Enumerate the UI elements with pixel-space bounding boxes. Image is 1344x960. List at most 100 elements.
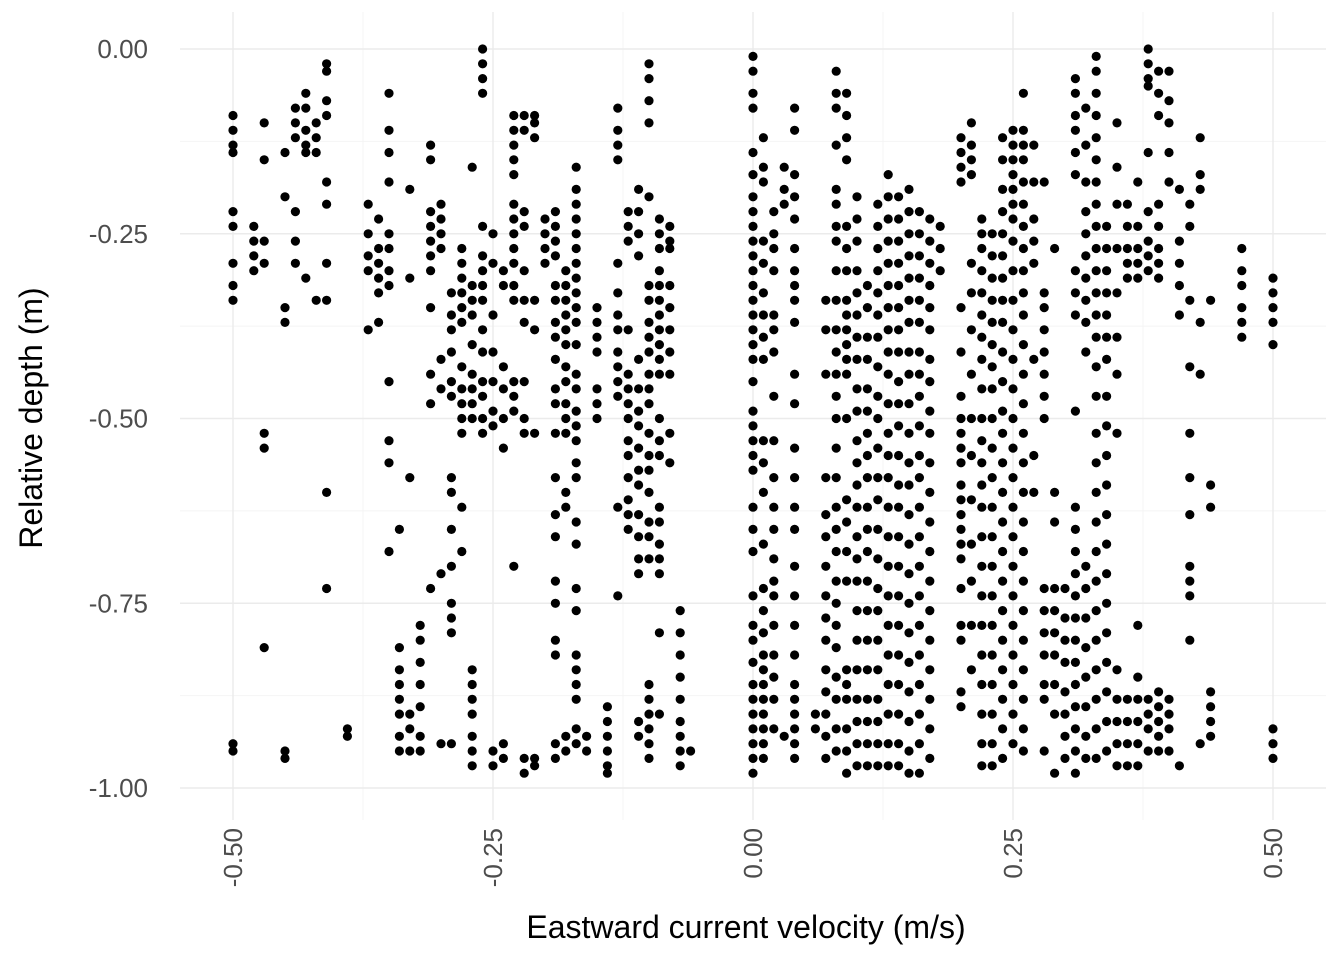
data-point xyxy=(883,561,893,571)
data-point xyxy=(478,428,488,438)
data-point xyxy=(1102,509,1112,520)
data-point xyxy=(457,502,467,512)
data-point xyxy=(748,591,758,601)
data-point xyxy=(540,243,550,254)
data-point xyxy=(1091,391,1101,401)
data-point xyxy=(1018,310,1028,320)
data-point xyxy=(883,214,893,224)
data-point xyxy=(748,221,758,231)
data-point xyxy=(592,303,602,313)
x-tick-label: -0.50 xyxy=(218,828,248,887)
data-point xyxy=(290,133,300,143)
data-point xyxy=(571,243,581,254)
data-point xyxy=(1008,295,1018,305)
data-point xyxy=(987,229,997,239)
data-point xyxy=(894,214,904,224)
data-point xyxy=(1133,177,1143,187)
data-point xyxy=(1237,243,1247,254)
data-point xyxy=(769,229,779,239)
data-point xyxy=(758,724,769,734)
data-point xyxy=(1185,428,1195,438)
data-point xyxy=(873,694,883,704)
data-point xyxy=(426,236,436,246)
data-point xyxy=(1143,746,1153,756)
data-point xyxy=(623,413,633,424)
data-point xyxy=(852,480,862,490)
data-point xyxy=(977,761,987,771)
data-point xyxy=(987,650,997,660)
data-point xyxy=(1008,620,1018,631)
data-point xyxy=(634,716,644,727)
data-point xyxy=(228,207,238,217)
data-point xyxy=(904,184,914,194)
data-point xyxy=(1008,650,1018,660)
data-point xyxy=(654,266,665,276)
data-point xyxy=(1008,413,1018,424)
data-point xyxy=(790,103,800,113)
data-point xyxy=(998,347,1008,357)
data-point xyxy=(1102,332,1112,342)
data-point xyxy=(1122,739,1132,749)
data-point xyxy=(634,251,644,261)
data-point xyxy=(1018,487,1028,497)
data-point xyxy=(509,125,519,135)
data-point xyxy=(311,133,321,143)
data-point xyxy=(790,170,800,180)
data-point xyxy=(1102,539,1112,549)
data-point xyxy=(769,310,779,320)
data-point xyxy=(966,325,977,335)
data-point xyxy=(634,569,644,579)
data-point xyxy=(519,125,529,135)
data-point xyxy=(831,724,841,734)
data-point xyxy=(478,221,488,231)
data-point xyxy=(998,635,1008,645)
data-point xyxy=(1268,753,1278,764)
data-point xyxy=(519,221,529,231)
data-point xyxy=(571,724,581,734)
data-point xyxy=(1060,709,1070,719)
data-point xyxy=(873,583,883,594)
data-point xyxy=(1008,561,1018,571)
data-point xyxy=(644,517,654,527)
data-point xyxy=(1081,251,1091,261)
data-point xyxy=(1018,399,1028,409)
data-point xyxy=(925,214,935,224)
data-point xyxy=(987,473,997,483)
data-point xyxy=(790,192,800,202)
data-point xyxy=(998,546,1008,557)
data-point xyxy=(1018,88,1028,98)
data-point xyxy=(873,199,883,209)
data-point xyxy=(509,391,519,401)
data-point xyxy=(644,59,654,69)
data-point xyxy=(613,591,623,601)
data-point xyxy=(987,502,997,512)
data-point xyxy=(436,214,446,224)
data-point xyxy=(894,739,904,749)
data-point xyxy=(883,428,893,438)
data-point xyxy=(956,554,966,564)
data-point xyxy=(956,620,966,631)
y-tick-label: -0.50 xyxy=(89,404,148,434)
data-point xyxy=(748,377,758,387)
data-point xyxy=(467,384,477,394)
data-point xyxy=(436,739,446,749)
data-point xyxy=(530,753,540,764)
data-point xyxy=(1164,147,1174,158)
data-point xyxy=(748,546,758,557)
data-point xyxy=(665,243,675,254)
data-point xyxy=(935,266,945,276)
data-point xyxy=(249,251,259,261)
data-point xyxy=(1050,709,1060,719)
data-point xyxy=(613,347,623,357)
data-point xyxy=(374,317,384,327)
data-point xyxy=(509,229,519,239)
data-point xyxy=(1154,258,1164,268)
data-point xyxy=(758,288,769,298)
data-point xyxy=(1029,214,1039,224)
data-point xyxy=(571,473,581,483)
data-point xyxy=(1112,739,1122,749)
data-point xyxy=(998,251,1008,261)
data-point xyxy=(1008,739,1018,749)
data-point xyxy=(1050,517,1060,527)
data-point xyxy=(550,317,561,327)
